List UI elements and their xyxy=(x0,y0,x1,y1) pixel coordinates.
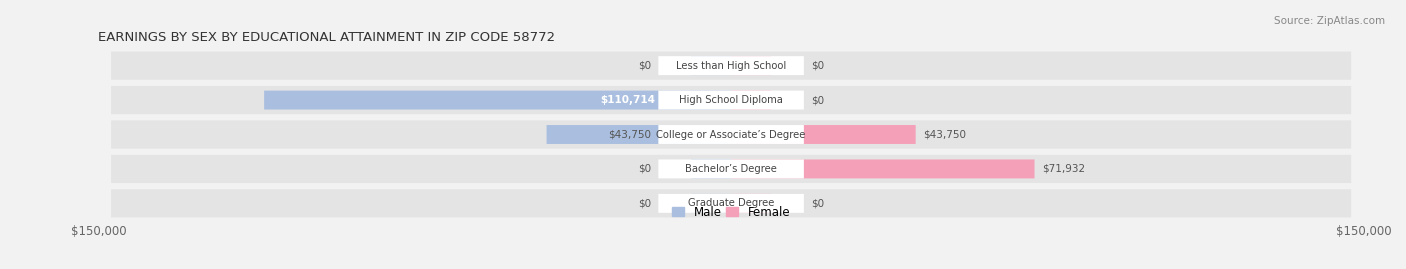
FancyBboxPatch shape xyxy=(731,194,770,213)
FancyBboxPatch shape xyxy=(692,194,731,213)
Text: $0: $0 xyxy=(811,95,824,105)
Text: Source: ZipAtlas.com: Source: ZipAtlas.com xyxy=(1274,16,1385,26)
Text: Bachelor’s Degree: Bachelor’s Degree xyxy=(685,164,778,174)
FancyBboxPatch shape xyxy=(731,125,915,144)
Text: $0: $0 xyxy=(638,198,651,208)
FancyBboxPatch shape xyxy=(111,52,1351,80)
FancyBboxPatch shape xyxy=(658,125,804,144)
FancyBboxPatch shape xyxy=(658,194,804,213)
Text: $0: $0 xyxy=(811,61,824,71)
FancyBboxPatch shape xyxy=(111,189,1351,217)
Text: $0: $0 xyxy=(638,61,651,71)
Text: $71,932: $71,932 xyxy=(1042,164,1085,174)
Text: $43,750: $43,750 xyxy=(924,129,966,140)
FancyBboxPatch shape xyxy=(692,160,731,178)
Legend: Male, Female: Male, Female xyxy=(668,201,794,223)
FancyBboxPatch shape xyxy=(731,56,770,75)
FancyBboxPatch shape xyxy=(658,56,804,75)
FancyBboxPatch shape xyxy=(731,91,770,109)
FancyBboxPatch shape xyxy=(692,56,731,75)
FancyBboxPatch shape xyxy=(658,91,804,109)
FancyBboxPatch shape xyxy=(731,160,1035,178)
Text: $0: $0 xyxy=(811,198,824,208)
Text: EARNINGS BY SEX BY EDUCATIONAL ATTAINMENT IN ZIP CODE 58772: EARNINGS BY SEX BY EDUCATIONAL ATTAINMEN… xyxy=(98,31,555,44)
FancyBboxPatch shape xyxy=(111,121,1351,148)
Text: Graduate Degree: Graduate Degree xyxy=(688,198,775,208)
FancyBboxPatch shape xyxy=(111,86,1351,114)
FancyBboxPatch shape xyxy=(658,160,804,178)
Text: Less than High School: Less than High School xyxy=(676,61,786,71)
FancyBboxPatch shape xyxy=(111,155,1351,183)
Text: $43,750: $43,750 xyxy=(607,129,651,140)
Text: $0: $0 xyxy=(638,164,651,174)
FancyBboxPatch shape xyxy=(264,91,731,109)
Text: $110,714: $110,714 xyxy=(600,95,655,105)
Text: High School Diploma: High School Diploma xyxy=(679,95,783,105)
FancyBboxPatch shape xyxy=(547,125,731,144)
Text: College or Associate’s Degree: College or Associate’s Degree xyxy=(657,129,806,140)
